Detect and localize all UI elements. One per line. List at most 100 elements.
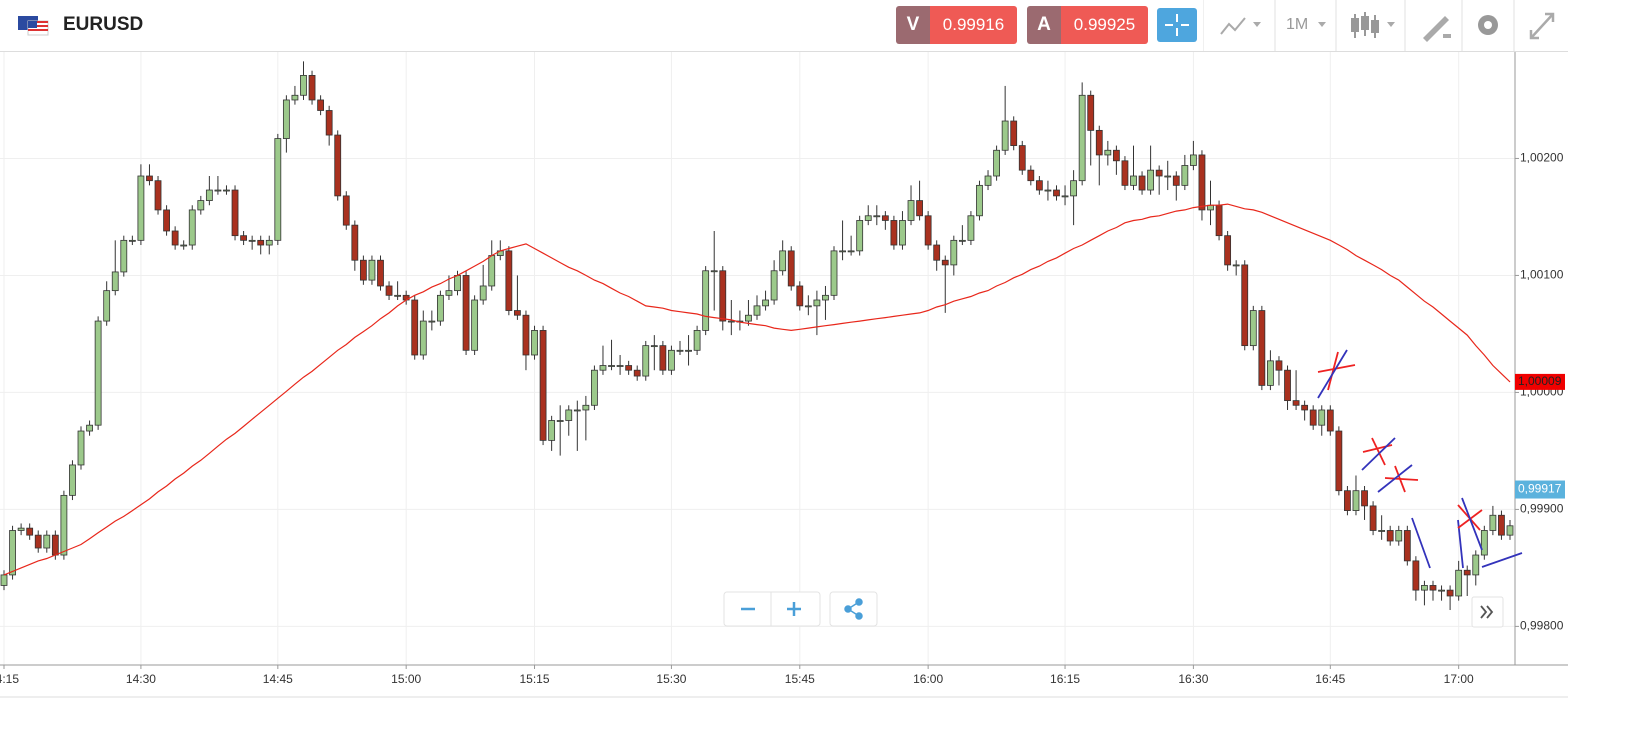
candle-body: [1258, 310, 1266, 386]
candle-body: [719, 270, 727, 322]
candle-body: [1506, 525, 1514, 536]
candle-body: [1275, 360, 1283, 371]
candle-body: [1463, 569, 1471, 576]
candle-body: [967, 215, 975, 241]
candle-body: [60, 494, 68, 556]
candle-body: [924, 215, 932, 246]
candle-body: [1044, 189, 1052, 192]
candle-body: [890, 220, 898, 246]
candle-body: [685, 349, 692, 352]
candle-body: [231, 189, 239, 237]
candle-body: [1429, 585, 1437, 591]
candle-body: [154, 180, 162, 211]
candle-body: [505, 250, 513, 311]
y-tick-label: 1,00200: [1520, 151, 1564, 165]
candle-body: [1438, 589, 1445, 592]
timeframe[interactable]: 1M: [1286, 16, 1309, 33]
flag: [18, 16, 49, 36]
candle-body: [1386, 530, 1394, 542]
candle-body: [86, 424, 93, 432]
candle-body: [1232, 264, 1240, 267]
indicator-icon[interactable]: [1220, 17, 1261, 35]
candle-body: [1018, 145, 1026, 171]
candle-body: [899, 220, 906, 246]
candle-body: [223, 189, 230, 192]
fullscreen-icon[interactable]: [1529, 12, 1555, 40]
candle-body: [282, 99, 290, 139]
price-tag: [1515, 480, 1565, 499]
candle-body: [1224, 235, 1232, 266]
buy-price: 0.99925: [1061, 6, 1148, 44]
candle-body: [1095, 129, 1103, 156]
x-tick-label: 14:30: [126, 672, 156, 686]
y-tick-label: 1,00100: [1520, 268, 1564, 282]
draw-icon[interactable]: [1423, 16, 1451, 42]
candle-body: [668, 349, 675, 371]
candle-body: [69, 464, 76, 496]
candle-body: [257, 239, 265, 246]
candle-body: [26, 527, 34, 536]
candle-body: [43, 534, 51, 549]
candle-body: [907, 200, 915, 221]
candle-body: [77, 430, 85, 466]
buy-button[interactable]: A 0.99925: [1027, 6, 1148, 44]
zoom-in[interactable]: [787, 602, 801, 616]
settings-icon[interactable]: [1478, 15, 1498, 35]
candle-body: [1472, 554, 1480, 576]
sell-button[interactable]: V 0.99916: [896, 6, 1017, 44]
candle-body: [1480, 530, 1488, 556]
candle-body: [608, 365, 615, 367]
candle-body: [813, 299, 821, 307]
candle-body: [804, 305, 812, 308]
ma-tag: [1515, 373, 1565, 390]
candle-body: [171, 230, 179, 246]
candle-body: [933, 244, 941, 261]
x-tick-label: 15:45: [785, 672, 815, 686]
candle-body: [1326, 409, 1334, 432]
candle-body: [1053, 189, 1060, 197]
candle-body: [839, 250, 846, 253]
candle-body: [1378, 530, 1386, 532]
candle-body: [1309, 409, 1317, 426]
candle-body: [1189, 154, 1197, 166]
candle-body: [1010, 120, 1018, 146]
candle-body: [1112, 149, 1120, 162]
candle-body: [984, 175, 992, 186]
candle-body: [539, 330, 547, 441]
share-button[interactable]: [844, 598, 863, 620]
candle-body: [436, 294, 444, 322]
candle-body: [120, 239, 128, 273]
candle-body: [1301, 404, 1309, 411]
candle-body: [103, 290, 111, 322]
candle-body: [454, 275, 461, 292]
candle-body: [9, 530, 16, 576]
candle-body: [950, 239, 958, 266]
candle-body: [1198, 154, 1206, 211]
candle-body: [1361, 490, 1368, 507]
x-tick-label: 15:15: [520, 672, 550, 686]
x-tick-label: 16:15: [1050, 672, 1080, 686]
candle-body: [1181, 165, 1189, 186]
candle-body: [188, 209, 196, 246]
candle-body: [873, 215, 881, 218]
candle-body: [1035, 180, 1043, 191]
candle-body: [197, 200, 205, 211]
chart-type-icon[interactable]: [1351, 12, 1395, 38]
candle-body: [1241, 264, 1249, 347]
candle-body: [556, 420, 564, 422]
candle-body: [1070, 180, 1078, 197]
sell-label: V: [896, 6, 930, 44]
candle-body: [745, 314, 752, 322]
candle-body: [753, 305, 761, 316]
candle-body: [1403, 530, 1411, 562]
candle-body: [565, 409, 573, 421]
candle-body: [0, 574, 8, 586]
candle-body: [1498, 514, 1505, 536]
candle-body: [625, 365, 633, 371]
scroll-end-button[interactable]: [1471, 596, 1504, 628]
candle-body: [265, 239, 273, 246]
timeframe-arrow[interactable]: [1318, 22, 1326, 27]
crosshair-button[interactable]: [1157, 8, 1197, 42]
